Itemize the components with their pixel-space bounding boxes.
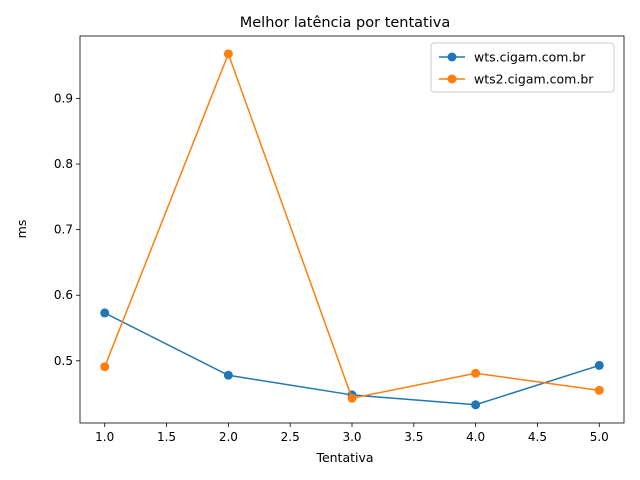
x-tick-label: 1.0 xyxy=(95,430,114,444)
data-point xyxy=(223,370,233,380)
data-point xyxy=(594,385,604,395)
y-tick-label: 0.5 xyxy=(54,354,73,368)
data-point xyxy=(347,393,357,403)
legend-box xyxy=(430,42,615,93)
legend-marker xyxy=(447,74,457,84)
x-tick-label: 2.5 xyxy=(281,430,300,444)
series-line xyxy=(104,51,600,400)
legend-item: wts2.cigam.com.br xyxy=(439,72,594,87)
y-tick-label: 0.9 xyxy=(54,91,73,105)
data-point xyxy=(223,49,233,59)
data-point xyxy=(594,360,604,370)
x-tick-label: 4.0 xyxy=(466,430,485,444)
x-tick-label: 2.0 xyxy=(219,430,238,444)
legend-item: wts.cigam.com.br xyxy=(439,50,586,65)
x-tick-label: 1.5 xyxy=(157,430,176,444)
data-point xyxy=(471,400,481,410)
x-axis-label: Tentativa xyxy=(315,450,373,465)
x-tick-label: 4.5 xyxy=(528,430,547,444)
y-tick-label: 0.8 xyxy=(54,157,73,171)
data-point xyxy=(100,362,110,372)
plot-area: 1.0 1.5 2.0 2.5 3.0 3.5 4.0 4.5 5.0 0.5 0.6 0.7 0.8 0… xyxy=(54,35,625,444)
data-point xyxy=(471,368,481,378)
legend: wts.cigam.com.br wts2.cigam.com.br xyxy=(430,42,615,93)
y-tick-label: 0.6 xyxy=(54,288,73,302)
series-2 xyxy=(100,49,604,403)
x-tick-label: 3.5 xyxy=(404,430,423,444)
axes-frame xyxy=(79,35,625,424)
data-point xyxy=(100,308,110,318)
y-axis-label: ms xyxy=(14,220,29,239)
legend-label: wts2.cigam.com.br xyxy=(474,72,594,87)
x-tick-label: 3.0 xyxy=(342,430,361,444)
legend-label: wts.cigam.com.br xyxy=(474,50,586,65)
legend-marker xyxy=(447,52,457,62)
chart-title: Melhor latência por tentativa xyxy=(240,15,451,31)
y-tick-label: 0.7 xyxy=(54,223,73,237)
x-tick-label: 5.0 xyxy=(590,430,609,444)
